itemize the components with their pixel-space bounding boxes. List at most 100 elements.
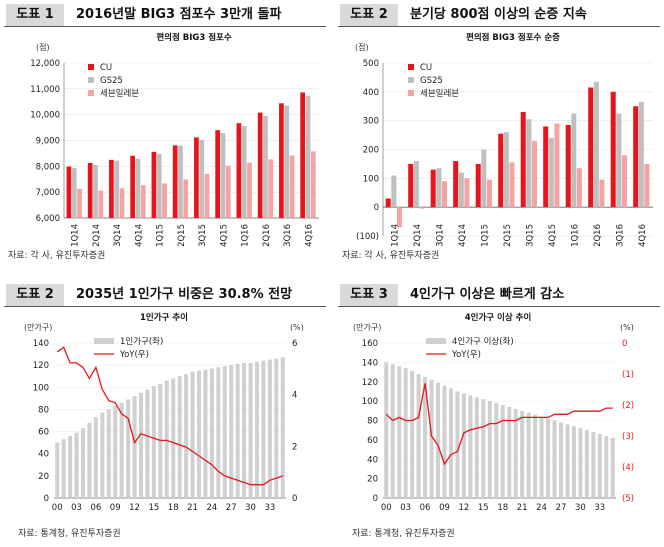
x-tick-label: 03 — [71, 503, 82, 513]
bar — [184, 374, 189, 498]
y-tick-label: 300 — [363, 117, 379, 127]
bar — [384, 362, 389, 498]
x-tick-label: 3Q15 — [198, 224, 208, 247]
bar — [588, 87, 594, 208]
panel-header: 도표 3 4인가구 이상은 빠르게 감소 — [338, 284, 660, 307]
x-tick-label: 09 — [439, 503, 450, 513]
bar — [552, 420, 557, 498]
legend-label: 1인가구(좌) — [120, 336, 163, 347]
bar — [481, 399, 486, 498]
bar — [584, 430, 589, 498]
x-tick-label: 3Q14 — [435, 224, 445, 247]
bar — [429, 379, 434, 498]
bar — [225, 165, 231, 218]
bar — [599, 179, 605, 208]
x-tick-label: 1Q14 — [390, 224, 400, 247]
left-tick-label: 100 — [33, 383, 49, 393]
bar — [242, 362, 247, 498]
bar — [520, 410, 525, 498]
bar — [199, 139, 205, 218]
x-tick-label: 3Q16 — [615, 224, 625, 247]
bar — [390, 364, 395, 498]
x-tick-label: 27 — [226, 503, 237, 513]
x-tick-label: 12 — [129, 503, 140, 513]
bar-chart-store-count: 편의점 BIG3 점포수 (점) 6,000 7,000 8,000 9,000 10,00… — [30, 32, 319, 247]
bar — [61, 439, 66, 498]
x-tick-label: 1Q15 — [480, 224, 490, 247]
bar — [284, 105, 290, 218]
chart-title: 편의점 BIG3 점포수 순증 — [466, 32, 560, 43]
bar — [565, 424, 570, 498]
bar — [533, 414, 538, 498]
legend-label: CU — [420, 63, 432, 73]
bar — [93, 417, 98, 498]
panel-header: 도표 2 2035년 1인가구 비중은 30.8% 전망 — [4, 284, 326, 307]
bar — [461, 393, 466, 498]
bar — [190, 371, 195, 498]
x-tick-label: 4Q14 — [458, 224, 468, 247]
bar — [455, 391, 460, 498]
y-axis-unit: (점) — [36, 42, 50, 52]
y-tick-label: 6,000 — [36, 214, 60, 224]
left-tick-label: 80 — [367, 417, 378, 427]
bar — [93, 165, 98, 218]
legend-label: 세븐일레븐 — [420, 89, 459, 99]
bar — [498, 133, 504, 208]
bar — [385, 198, 391, 208]
bar — [391, 175, 397, 208]
bar — [571, 113, 577, 208]
bar — [565, 124, 571, 208]
bar — [66, 166, 72, 218]
chart-title: 4인가구 이상 추이 — [465, 312, 532, 323]
x-tick-label: 15 — [478, 503, 489, 513]
right-tick-label: 4 — [292, 391, 297, 401]
bar — [616, 113, 622, 208]
left-tick-label: 20 — [38, 472, 49, 482]
bar — [113, 406, 118, 498]
left-tick-label: 120 — [33, 361, 49, 371]
x-tick-label: 27 — [556, 503, 567, 513]
left-tick-label: 20 — [367, 475, 378, 485]
bar — [591, 432, 596, 498]
bar — [172, 145, 178, 218]
legend-label: CU — [100, 63, 112, 73]
bar — [248, 362, 253, 498]
x-tick-label: 33 — [594, 503, 605, 513]
x-tick-label: 1Q15 — [156, 224, 166, 247]
x-tick-label: 15 — [148, 503, 159, 513]
x-tick-label: 2Q16 — [262, 224, 272, 247]
bar — [633, 106, 639, 208]
bar — [130, 155, 136, 218]
legend-label: 세븐일레븐 — [100, 89, 139, 99]
figure-label: 도표 1 — [6, 4, 64, 26]
bar — [500, 405, 505, 498]
bar — [526, 119, 532, 208]
bar — [410, 371, 415, 498]
bar — [119, 402, 124, 498]
left-axis-unit: (만가구) — [353, 323, 381, 332]
bar — [408, 163, 414, 208]
legend-swatch — [88, 90, 94, 96]
bar — [531, 140, 537, 208]
combo-chart-four-person-household: 4인가구 이상 추이(만가구) (%)020406080100120140160(… — [353, 312, 634, 513]
bar — [507, 406, 512, 498]
figure-label: 도표 2 — [6, 284, 64, 306]
bar — [100, 412, 105, 498]
left-tick-label: 80 — [38, 405, 49, 415]
left-tick-label: 160 — [362, 339, 378, 349]
x-tick-label: 03 — [400, 503, 411, 513]
chart-panel-single-household: 도표 2 2035년 1인가구 비중은 30.8% 전망 1인가구 추이 (만가구… — [4, 284, 326, 544]
left-axis-unit: (만가구) — [24, 323, 52, 332]
left-tick-label: 0 — [373, 494, 378, 504]
bar — [436, 382, 441, 498]
bar — [487, 401, 492, 498]
bar — [74, 432, 79, 498]
bar — [247, 162, 252, 218]
bar — [98, 190, 104, 218]
x-tick-label: 1Q14 — [71, 224, 81, 247]
right-tick-label: (1) — [622, 370, 634, 380]
left-tick-label: 40 — [367, 455, 378, 465]
x-tick-label: 00 — [52, 503, 63, 513]
x-tick-label: 33 — [264, 503, 275, 513]
bar — [55, 442, 60, 498]
